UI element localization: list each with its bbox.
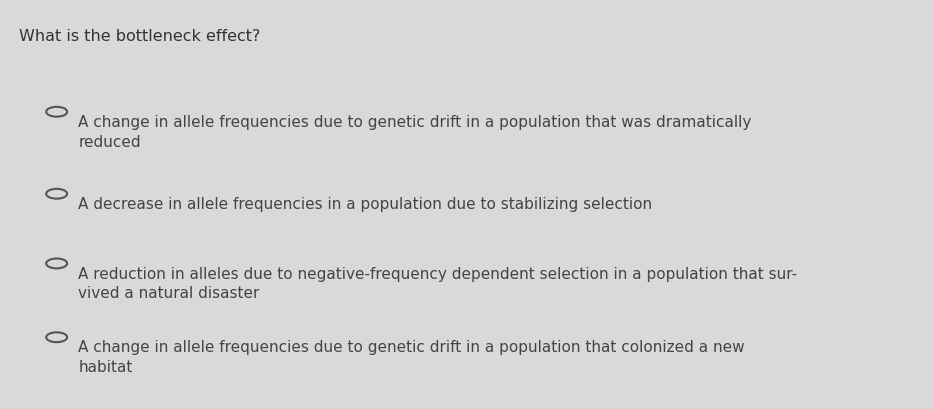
Text: A change in allele frequencies due to genetic drift in a population that was dra: A change in allele frequencies due to ge… (78, 115, 752, 149)
Text: A change in allele frequencies due to genetic drift in a population that coloniz: A change in allele frequencies due to ge… (78, 339, 745, 374)
Text: A decrease in allele frequencies in a population due to stabilizing selection: A decrease in allele frequencies in a po… (78, 196, 652, 211)
Text: A reduction in alleles due to negative-frequency dependent selection in a popula: A reduction in alleles due to negative-f… (78, 266, 798, 301)
Text: What is the bottleneck effect?: What is the bottleneck effect? (20, 29, 260, 44)
